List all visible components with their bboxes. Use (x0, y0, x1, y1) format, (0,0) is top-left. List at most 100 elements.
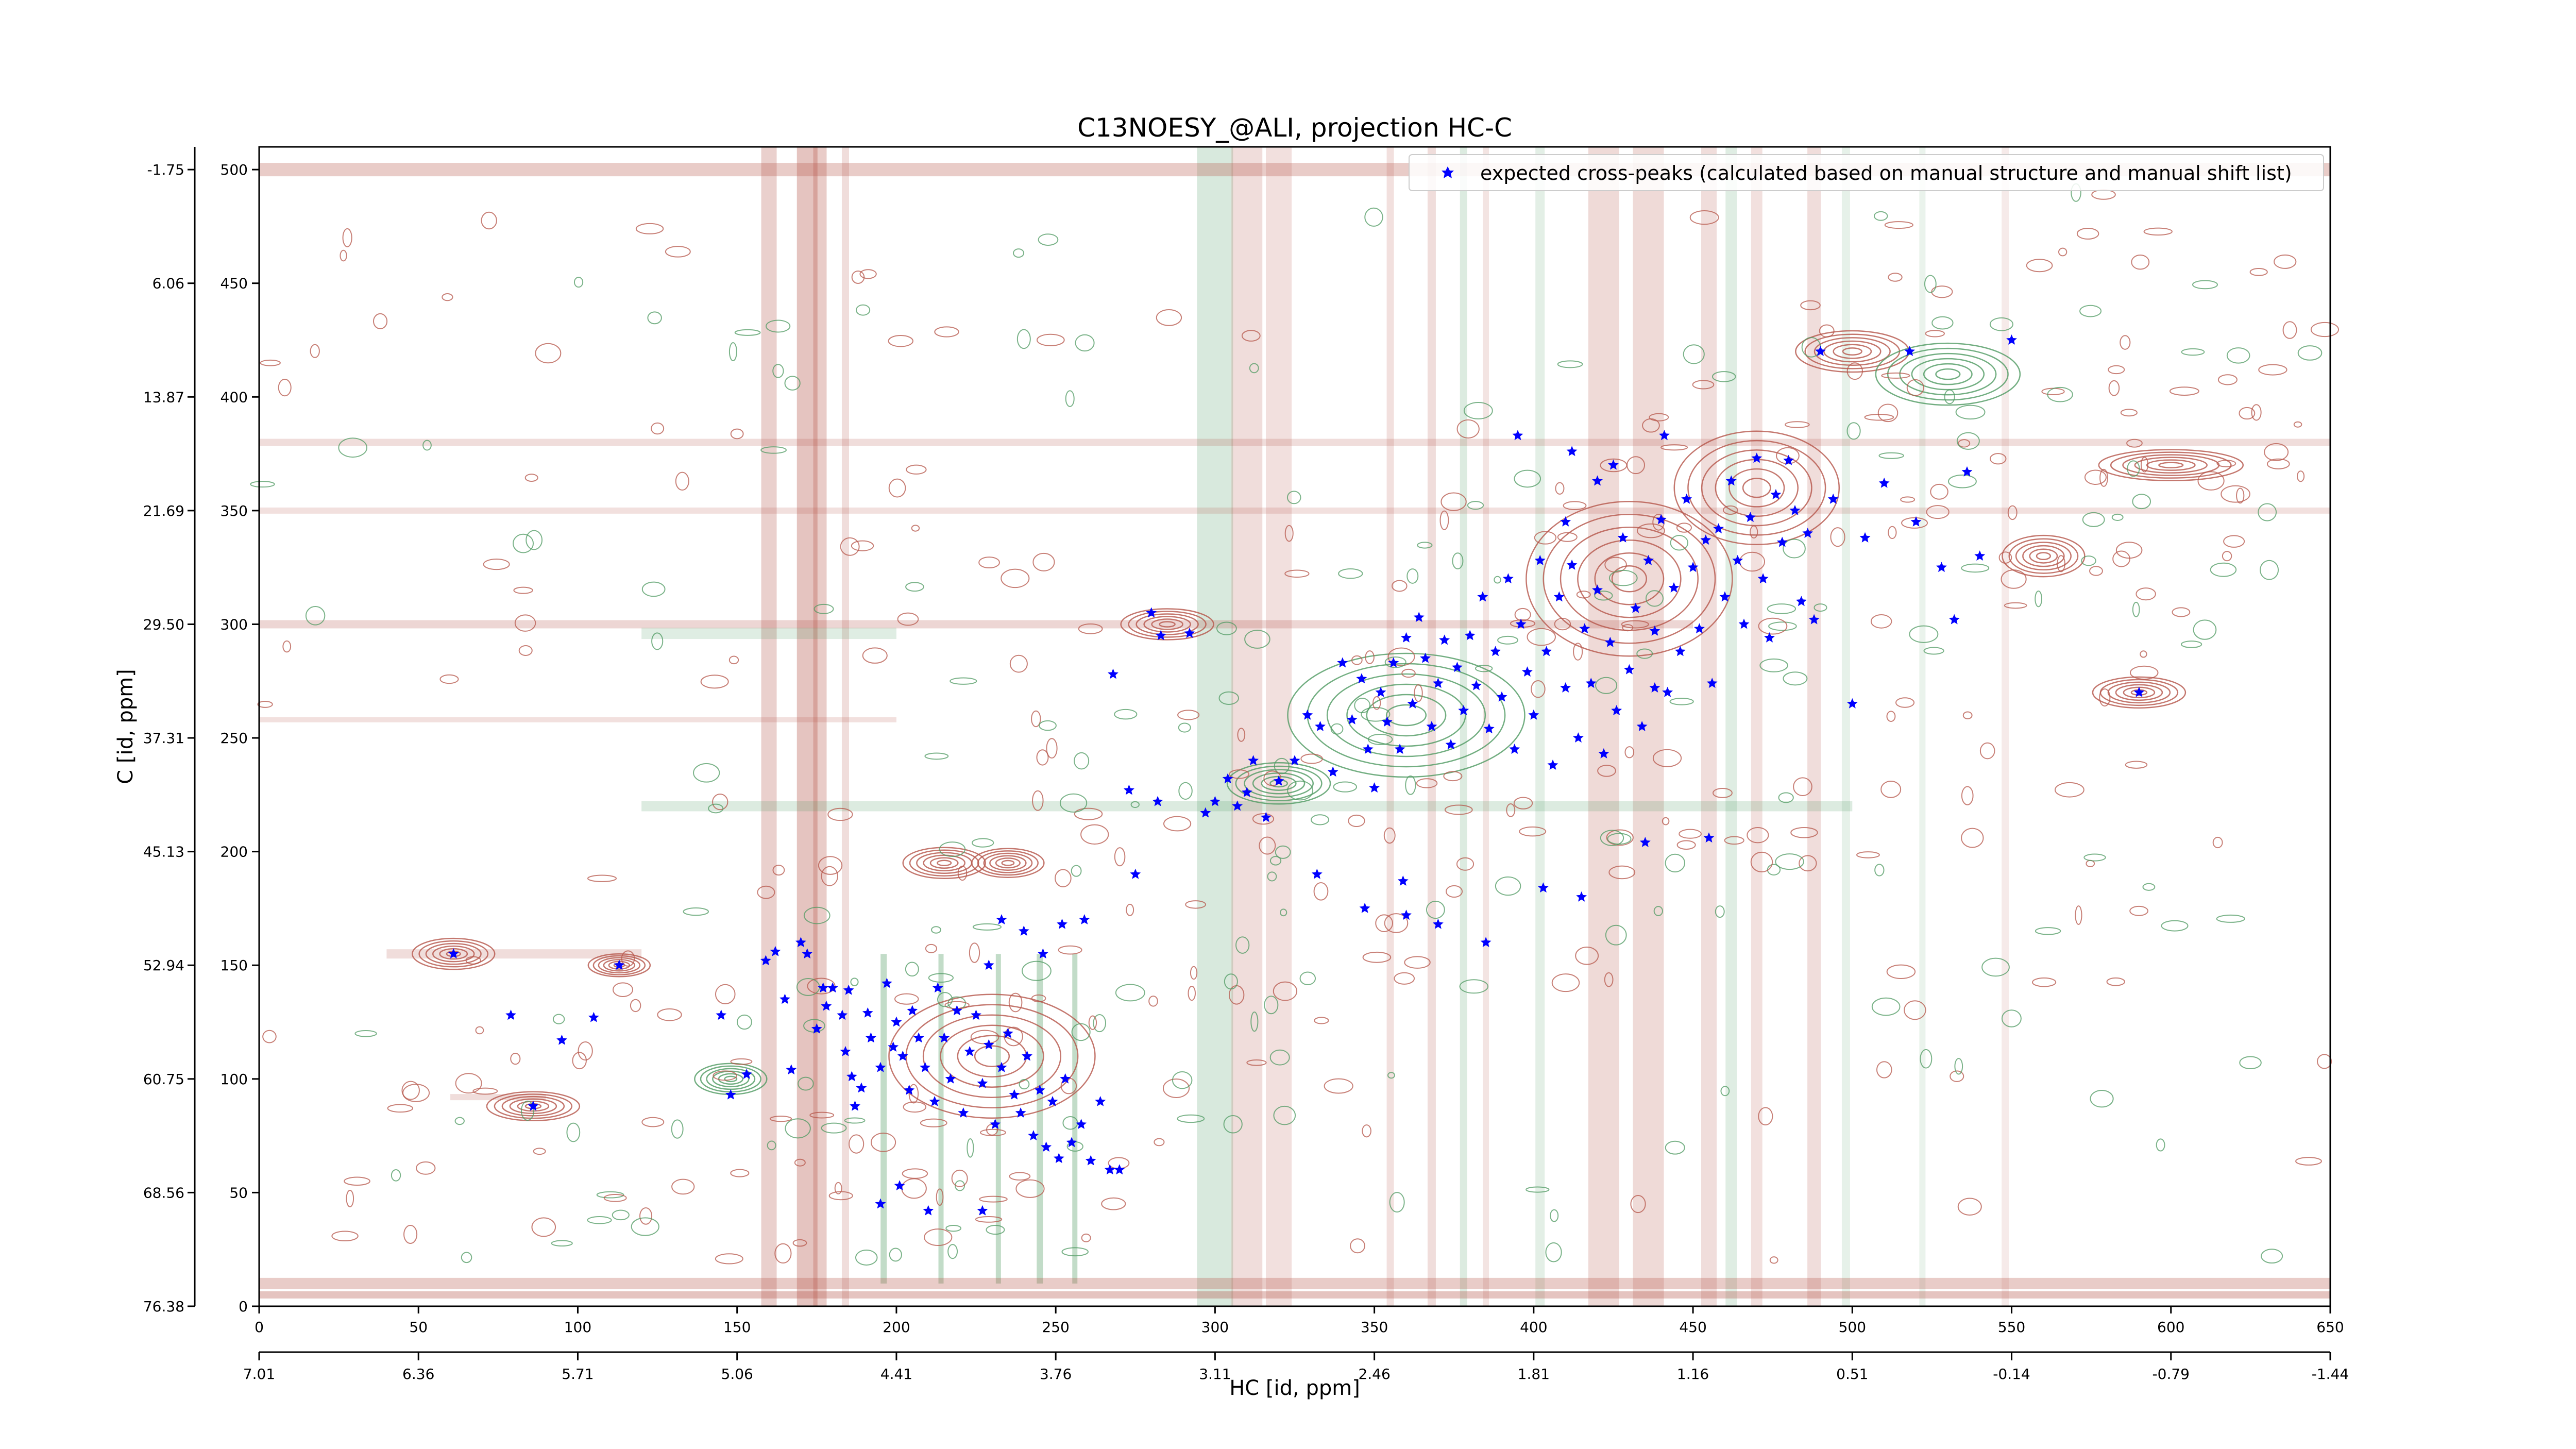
contour-ring (1467, 501, 1484, 510)
contour-ring (1926, 505, 1950, 519)
y-tick-label: 350 (221, 502, 248, 519)
expected-peak-marker (1028, 1130, 1039, 1140)
expected-peak-marker (862, 1007, 873, 1018)
expected-peak-marker (1566, 559, 1578, 570)
contour-ring (641, 581, 666, 597)
expected-peak-marker (1114, 1164, 1125, 1175)
x-ppm-tick-label: 4.41 (880, 1366, 912, 1383)
contour-ring (1185, 900, 1207, 909)
contour-ring (1019, 1079, 1030, 1090)
contour-ring (2140, 457, 2149, 473)
contour-ring (1059, 793, 1088, 813)
contour-ring (1979, 742, 1995, 760)
contour-ring (850, 978, 859, 986)
y-tick-label: 50 (229, 1184, 248, 1201)
contour-ring (2035, 590, 2043, 608)
contour-ring (671, 1178, 695, 1195)
contour-ring (1273, 1105, 1296, 1125)
contour-ring (1190, 966, 1198, 980)
contour-ring (909, 849, 979, 877)
contour-ring (2008, 538, 2079, 574)
contour-ring (1284, 525, 1294, 542)
contour-ring (1642, 418, 1660, 433)
contour-ring (1273, 981, 1298, 1001)
contour-ring (1724, 836, 1744, 845)
x-ppm-tick-label: 5.06 (721, 1366, 753, 1383)
contour-ring (1299, 971, 1316, 985)
expected-peak-marker (2133, 686, 2145, 697)
contour-ring (814, 603, 834, 614)
contour-ring (1778, 792, 1794, 803)
expected-peak-marker (1060, 1073, 1071, 1084)
expected-peak-marker (716, 1009, 727, 1020)
expected-peak-marker (983, 959, 994, 970)
contour-ring (1948, 474, 1977, 488)
contour-ring (587, 953, 651, 978)
contour-ring (1577, 539, 1682, 618)
contour-ring (1555, 482, 1565, 495)
x-ppm-tick-label: 2.46 (1358, 1366, 1390, 1383)
contour-ring (683, 907, 709, 916)
expected-peak-marker (786, 1064, 797, 1075)
contour-ring (310, 344, 320, 358)
contour-stripe (1588, 147, 1619, 1306)
contour-ring (1046, 738, 1058, 759)
contour-ring (1961, 563, 1990, 573)
contour-ring (2029, 548, 2058, 564)
expected-peak-marker (1585, 678, 1597, 688)
contour-ring (2132, 494, 2151, 510)
expected-peak-marker (1592, 475, 1603, 486)
contour-ring (2317, 1054, 2332, 1069)
expected-peak-marker (1961, 466, 1973, 477)
contour-ring (513, 586, 533, 594)
contour-ring (2001, 569, 2027, 589)
expected-peak-marker (891, 1016, 902, 1027)
expected-peak-marker (1152, 796, 1163, 806)
contour-ring (798, 1076, 814, 1091)
expected-peak-marker (818, 982, 829, 993)
y-ppm-tick-label: 13.87 (143, 389, 184, 406)
contour-ring (2310, 322, 2340, 338)
contour-ring (1178, 782, 1193, 800)
expected-peak-marker (1248, 755, 1259, 766)
expected-peak-marker (827, 982, 838, 993)
contour-ring (587, 874, 617, 882)
contour-ring (2132, 601, 2140, 617)
contour-ring (1543, 513, 1716, 644)
contour-stripe (938, 954, 944, 1284)
contour-ring (598, 957, 641, 974)
expected-peak-marker (958, 1107, 969, 1118)
contour-ring (2026, 259, 2053, 273)
contour-ring (1750, 525, 1758, 539)
expected-peak-marker (929, 1096, 940, 1106)
contour-ring (1226, 762, 1331, 805)
contour-ring (931, 926, 941, 934)
contour-ring (1459, 979, 1489, 994)
expected-peak-marker (1636, 721, 1648, 731)
contour-ring (578, 1041, 593, 1061)
contour-ring (2181, 348, 2205, 356)
contour-ring (1071, 865, 1082, 877)
expected-peak-marker (1362, 744, 1374, 754)
contour-ring (2212, 836, 2223, 849)
contour-ring (1114, 847, 1126, 867)
contour-ring (1814, 337, 1891, 366)
expected-peak-marker (1108, 668, 1118, 679)
contour-ring (1055, 869, 1072, 888)
y-tick-label: 0 (239, 1298, 248, 1315)
x-ppm-tick-label: 7.01 (243, 1366, 275, 1383)
expected-peak-marker (1802, 528, 1814, 538)
expected-peak-marker (1795, 596, 1807, 606)
expected-peak-marker (1085, 1155, 1096, 1166)
expected-peak-marker (1694, 623, 1705, 634)
contour-ring (834, 1182, 842, 1194)
contour-ring (1636, 523, 1665, 538)
expected-peak-marker (770, 946, 781, 956)
contour-ring (785, 1118, 811, 1139)
contour-ring (1669, 698, 1694, 705)
contour-ring (1216, 621, 1237, 635)
contour-ring (700, 675, 729, 689)
contour-ring (1856, 851, 1880, 858)
expected-peak-marker (952, 1005, 962, 1016)
expected-peak-marker (977, 1077, 988, 1088)
